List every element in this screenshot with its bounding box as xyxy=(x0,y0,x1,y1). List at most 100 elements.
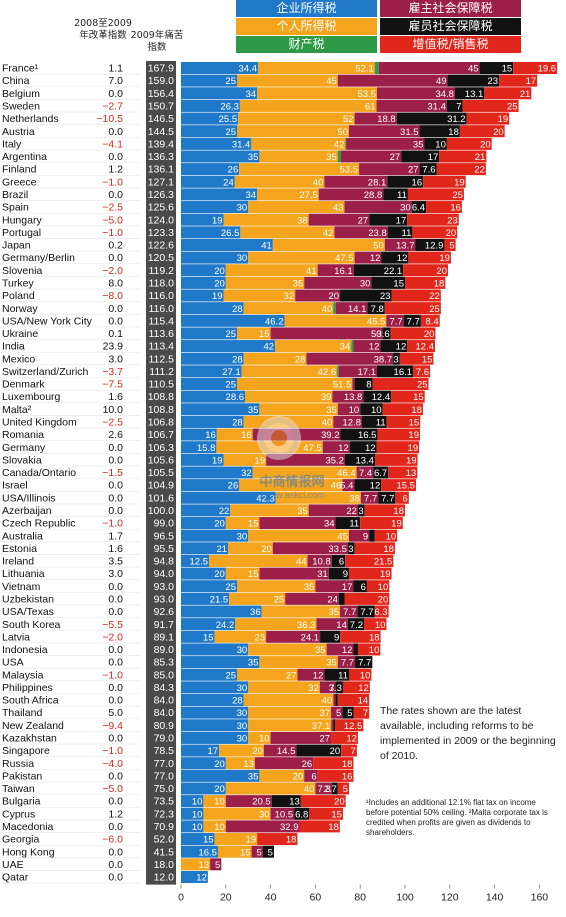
bar-label-corp: 15.8 xyxy=(197,443,216,454)
bar-emp xyxy=(376,99,447,112)
bar-corp xyxy=(181,479,240,492)
legend-vat-sales-tax: 增值税/销售税 xyxy=(380,36,521,53)
bar-label-pers: 52 xyxy=(343,114,354,125)
bar-label-vat: 21 xyxy=(475,152,486,163)
reform-index-value: −4.1 xyxy=(102,138,123,150)
bar-corp xyxy=(181,314,285,327)
bar-label-vat: 18 xyxy=(286,835,297,846)
country-label: USA/Texas xyxy=(2,606,54,618)
bar-emp xyxy=(259,517,336,530)
bar-label-pers: 35 xyxy=(326,658,337,669)
bar-pers xyxy=(237,668,298,681)
reform-index-value: −5.0 xyxy=(102,214,123,226)
bar-label-pers: 15 xyxy=(259,329,270,340)
bar-vat xyxy=(337,782,349,795)
misery-index-value: 136.3 xyxy=(148,151,174,163)
reform-index-value: −10.5 xyxy=(96,113,123,125)
bar-corp xyxy=(181,415,244,428)
footnotes: ¹Includes an additional 12.1% flat tax o… xyxy=(366,798,548,837)
bar-pers xyxy=(272,238,385,251)
bar-corp xyxy=(181,517,226,530)
bar-ee xyxy=(373,466,389,479)
reform-index-value: 0.0 xyxy=(108,733,123,745)
misery-index-value: 108.8 xyxy=(148,404,174,416)
bar-label-vat: 19 xyxy=(498,114,509,125)
row-usa-illinois: USA/Illinois 0.0 101.6 42.3 38 7.7 7.7 6 xyxy=(0,491,409,504)
bar-vat xyxy=(299,820,340,833)
bar-corp xyxy=(181,403,260,416)
bar-label-pers: 38 xyxy=(297,215,308,226)
row-south-korea: South Korea −5.5 91.7 24.2 36.3 14 7.2 10 xyxy=(0,618,387,631)
bar-ee xyxy=(479,62,514,74)
country-label: Poland xyxy=(2,290,35,302)
bar-corp xyxy=(181,441,217,454)
bar-label-corp: 25 xyxy=(225,76,236,87)
bar-label-pers: 25 xyxy=(274,594,285,605)
reform-index-value: 0.0 xyxy=(108,252,123,264)
bar-corp xyxy=(181,238,273,251)
bar-corp xyxy=(181,251,249,264)
bar-label-pers: 45 xyxy=(326,76,337,87)
bar-label-pers: 50 xyxy=(373,241,384,252)
bar-ee xyxy=(387,175,424,188)
reform-index-value: −2.5 xyxy=(102,417,123,429)
bar-label-vat: 18 xyxy=(383,544,394,555)
bar-label-ee: 18 xyxy=(448,127,459,138)
bar-label-emp: 39.2 xyxy=(321,430,340,441)
country-label: Pakistan xyxy=(2,770,42,782)
bar-label-ee: 20 xyxy=(330,746,341,757)
bar-corp xyxy=(181,757,226,770)
bar-label-vat: 19.6 xyxy=(538,64,557,75)
legend-employee-social-security: 雇员社会保障税 xyxy=(380,18,521,35)
bar-ee xyxy=(353,643,358,656)
bar-label-ee: 11 xyxy=(397,190,407,201)
bar-corp xyxy=(181,719,249,732)
bar-corp xyxy=(181,428,217,441)
bar-ee xyxy=(344,453,375,466)
misery-index-value: 73.5 xyxy=(154,796,175,808)
reform-index-value: 1.2 xyxy=(108,808,123,820)
bar-pers xyxy=(248,251,355,264)
row-taiwan: Taiwan −5.0 75.0 20 40 7.32.7 5 xyxy=(0,782,349,795)
country-label: Ireland xyxy=(2,556,34,568)
bar-ee xyxy=(446,99,463,112)
bar-label-corp: 25 xyxy=(225,127,236,138)
bar-vat xyxy=(317,769,354,782)
bar-label-emp: 23.8 xyxy=(368,228,387,239)
bar-label-ee: 9 xyxy=(343,569,348,580)
bar-vat xyxy=(403,264,449,277)
bar-label-pers: 10 xyxy=(259,734,270,745)
bar-pers xyxy=(237,125,349,138)
misery-index-value: 77.0 xyxy=(154,758,175,770)
watermark-logo: 中商情报网 www.askci.com xyxy=(257,416,325,500)
bar-label-ee: 12.9 xyxy=(425,241,444,252)
bar-vat xyxy=(446,137,492,150)
bar-emp xyxy=(308,504,358,517)
row-ireland: Ireland 3.5 94.8 12.5 44 10.8 6 21.5 xyxy=(0,554,394,568)
bar-label-vat: 10 xyxy=(369,645,380,656)
bar-emp xyxy=(315,782,332,795)
bar-label-ee: 7.6 xyxy=(422,165,435,176)
reform-index-value: −2.0 xyxy=(102,631,123,643)
bar-pers xyxy=(251,137,346,150)
row-austria: Austria 0.0 144.5 25 50 31.5 18 20 xyxy=(0,125,505,138)
bar-label-ee: 7.2 xyxy=(350,620,363,631)
bar-label-vat: 25 xyxy=(429,304,440,315)
watermark-url: www.askci.com xyxy=(262,490,325,500)
bar-label-pers: 53.5 xyxy=(358,89,377,100)
bar-ee xyxy=(335,694,338,706)
bar-label-vat: 15.5 xyxy=(396,481,415,492)
bar-label-pers: 16 xyxy=(241,430,252,441)
reform-index-value: −2.5 xyxy=(102,202,123,214)
bar-emp xyxy=(337,403,361,416)
bar-label-pers: 40 xyxy=(322,418,333,429)
bar-label-corp: 42.3 xyxy=(256,493,275,504)
row-spain: Spain −2.5 125.6 30 43 30 6.4 16 xyxy=(0,201,462,214)
row-usa-texas: USA/Texas 0.0 92.6 36 35 7.7 7.7 6.3 xyxy=(0,605,389,618)
bar-emp xyxy=(331,706,343,719)
country-label: New Zealand xyxy=(2,720,64,732)
country-label: Azerbaijan xyxy=(2,505,52,517)
reform-index-value: 23.9 xyxy=(103,341,124,353)
bar-label-pers: 47.5 xyxy=(303,443,322,454)
reform-index-value: 1.6 xyxy=(108,391,123,403)
